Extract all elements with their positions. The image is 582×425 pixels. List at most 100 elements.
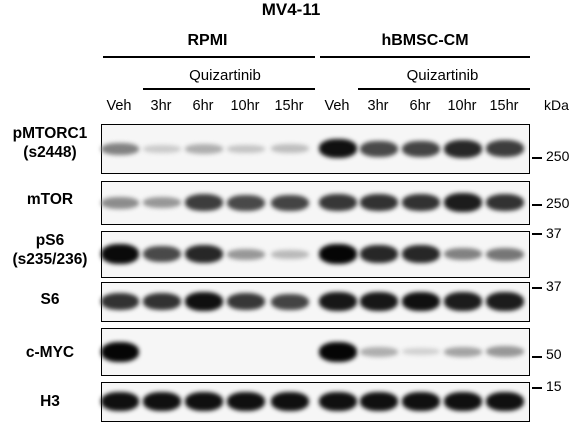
treatment-bracket-rpmi [143,88,315,90]
band-3-8 [444,292,482,311]
lane-label-4: 15hr [274,98,304,114]
band-4-9 [486,346,524,357]
band-3-7 [402,292,440,311]
band-2-7 [402,245,440,263]
band-1-8 [444,193,482,212]
blot-panel-0 [101,124,530,174]
mw-marker-2: 37 [546,225,562,241]
band-0-5 [319,139,357,158]
lane-label-2: 6hr [192,98,214,114]
band-2-0 [101,244,139,264]
mw-marker-3: 37 [546,278,562,294]
band-0-3 [227,145,265,153]
blot-panel-2 [101,231,530,278]
band-4-0 [101,342,139,362]
band-2-9 [486,248,524,261]
band-1-9 [486,194,524,211]
band-0-4 [271,144,309,153]
blot-label-0: pMTORC1 (s2448) [12,125,88,161]
mw-marker-0: 250 [546,148,570,164]
band-2-6 [360,245,398,263]
lane-label-6: 3hr [367,98,389,114]
blot-panel-3 [101,282,530,322]
band-3-4 [271,294,309,310]
blot-panel-1 [101,181,530,225]
blot-label-1: mTOR [26,191,74,208]
lane-label-7: 6hr [409,98,431,114]
blot-label-3: S6 [40,291,60,308]
band-3-0 [101,293,139,310]
band-1-7 [402,194,440,211]
lane-label-3: 10hr [230,98,260,114]
band-0-0 [101,143,139,155]
blot-label-5: H3 [40,393,60,410]
band-3-6 [360,292,398,311]
band-3-1 [143,293,181,310]
band-2-5 [319,244,357,264]
band-3-5 [319,292,357,311]
band-1-0 [101,197,139,209]
mw-tick-4 [532,356,542,358]
condition-label-hbmsc-cm: hBMSC-CM [381,32,469,49]
band-1-5 [319,194,357,211]
band-4-5 [319,342,357,362]
band-5-2 [185,392,223,411]
condition-bracket-rpmi [103,56,315,58]
mw-marker-5: 15 [546,378,562,394]
mw-tick-2 [532,233,542,235]
band-0-1 [143,145,181,153]
band-4-8 [444,347,482,357]
band-0-9 [486,140,524,157]
band-5-9 [486,392,524,411]
blot-panel-5 [101,382,530,422]
lane-label-1: 3hr [150,98,172,114]
band-2-4 [271,250,309,259]
band-5-4 [271,392,309,411]
band-0-7 [402,141,440,157]
mw-tick-1 [532,204,542,206]
band-0-6 [360,141,398,157]
band-1-2 [185,194,223,211]
lane-label-5: Veh [324,98,350,114]
mw-tick-0 [532,157,542,159]
kda-unit-label: kDa [544,97,569,113]
band-5-5 [319,392,357,411]
band-3-9 [486,292,524,311]
blot-label-4: c-MYC [25,344,75,361]
treatment-bracket-hbmsc-cm [358,88,530,90]
condition-bracket-hbmsc-cm [320,56,530,58]
band-4-6 [360,347,398,357]
band-2-3 [227,249,265,260]
treatment-label-rpmi: Quizartinib [189,67,261,84]
blot-label-2: pS6 (s235/236) [12,232,88,268]
band-1-3 [227,195,265,211]
band-4-7 [402,348,440,355]
mw-marker-4: 50 [546,346,562,362]
band-1-1 [143,197,181,208]
figure-title: MV4-11 [261,0,321,19]
band-2-2 [185,245,223,263]
band-2-8 [444,248,482,260]
condition-label-rpmi: RPMI [187,32,228,49]
blot-panel-4 [101,328,530,376]
band-5-7 [402,392,440,411]
band-1-4 [271,195,309,211]
band-0-8 [444,140,482,158]
lane-label-8: 10hr [447,98,477,114]
band-1-6 [360,194,398,211]
band-5-0 [101,392,139,411]
mw-tick-5 [532,387,542,389]
lane-label-0: Veh [106,98,132,114]
lane-label-9: 15hr [489,98,519,114]
mw-marker-1: 250 [546,195,570,211]
treatment-label-hbmsc-cm: Quizartinib [406,67,479,84]
band-3-3 [227,293,265,310]
band-5-1 [143,392,181,411]
band-2-1 [143,246,181,262]
band-3-2 [185,292,223,311]
band-5-6 [360,392,398,411]
band-0-2 [185,144,223,154]
mw-tick-3 [532,287,542,289]
band-5-8 [444,392,482,411]
band-5-3 [227,392,265,411]
